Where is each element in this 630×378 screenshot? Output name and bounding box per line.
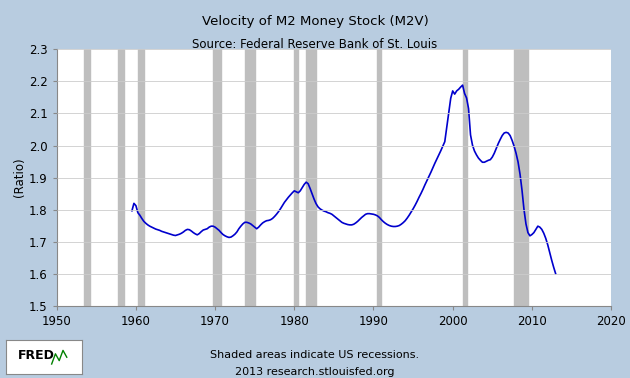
Bar <box>294 49 298 306</box>
Bar <box>306 49 316 306</box>
Bar <box>84 49 90 306</box>
Bar <box>213 49 221 306</box>
Bar <box>514 49 528 306</box>
Text: FRED: FRED <box>18 349 55 362</box>
Bar <box>462 49 467 306</box>
Bar <box>138 49 144 306</box>
Bar <box>245 49 255 306</box>
Text: 2013 research.stlouisfed.org: 2013 research.stlouisfed.org <box>235 367 395 376</box>
Text: Shaded areas indicate US recessions.: Shaded areas indicate US recessions. <box>210 350 420 359</box>
Text: Source: Federal Reserve Bank of St. Louis: Source: Federal Reserve Bank of St. Loui… <box>192 38 438 51</box>
Bar <box>377 49 381 306</box>
Text: Velocity of M2 Money Stock (M2V): Velocity of M2 Money Stock (M2V) <box>202 15 428 28</box>
Bar <box>118 49 124 306</box>
Y-axis label: (Ratio): (Ratio) <box>13 158 26 197</box>
